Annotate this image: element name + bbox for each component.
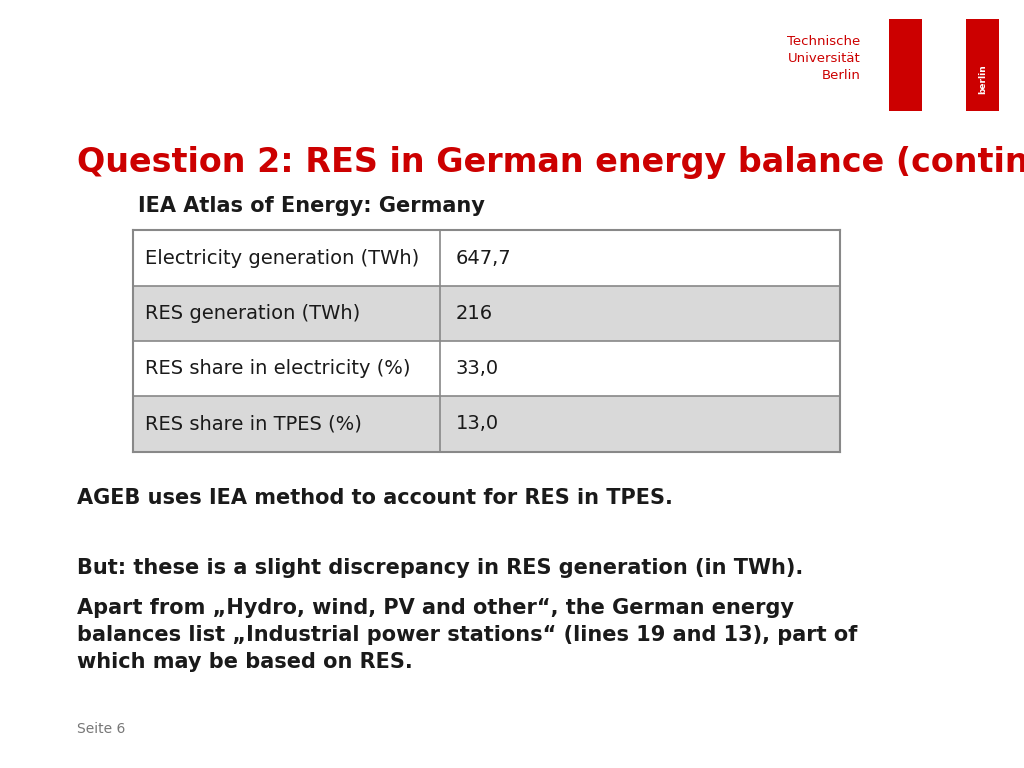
Bar [967, 47, 999, 111]
Text: Question 2: RES in German energy balance (continued): Question 2: RES in German energy balance… [77, 146, 1024, 179]
Text: Technische
Universität
Berlin: Technische Universität Berlin [786, 35, 860, 81]
Text: RES generation (TWh): RES generation (TWh) [145, 304, 360, 323]
Bar [922, 61, 967, 111]
Text: RES share in TPES (%): RES share in TPES (%) [145, 415, 362, 433]
Text: 33,0: 33,0 [456, 359, 499, 378]
Text: Apart from „Hydro, wind, PV and other“, the German energy
balances list „Industr: Apart from „Hydro, wind, PV and other“, … [77, 598, 857, 672]
Bar [922, 19, 967, 47]
Text: Seite 6: Seite 6 [77, 722, 125, 736]
Text: Electricity generation (TWh): Electricity generation (TWh) [145, 249, 420, 267]
Bar [889, 19, 922, 111]
Bar [889, 19, 999, 47]
Text: 13,0: 13,0 [456, 415, 499, 433]
Text: RES share in electricity (%): RES share in electricity (%) [145, 359, 411, 378]
Text: IEA Atlas of Energy: Germany: IEA Atlas of Energy: Germany [138, 196, 485, 216]
Text: But: these is a slight discrepancy in RES generation (in TWh).: But: these is a slight discrepancy in RE… [77, 558, 803, 578]
Text: AGEB uses IEA method to account for RES in TPES.: AGEB uses IEA method to account for RES … [77, 488, 673, 508]
Text: berlin: berlin [978, 65, 987, 94]
Text: 216: 216 [456, 304, 493, 323]
Text: 647,7: 647,7 [456, 249, 511, 267]
